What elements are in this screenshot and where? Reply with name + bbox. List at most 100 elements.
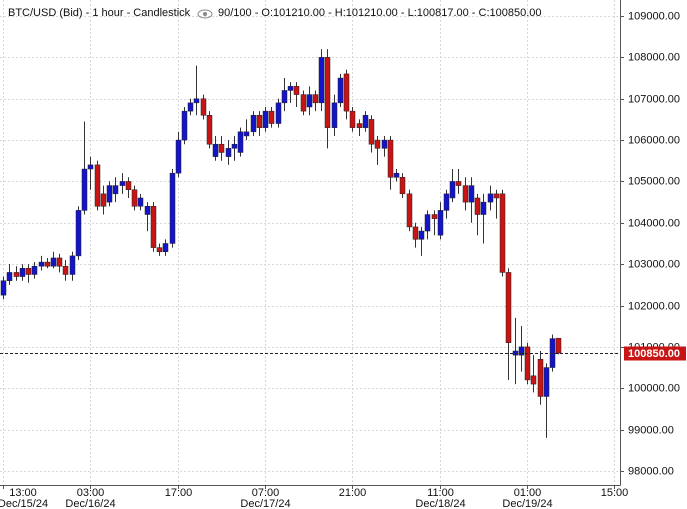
- candle-body: [100, 193, 107, 207]
- candle-body: [44, 261, 51, 267]
- candle-body: [137, 197, 144, 207]
- eye-icon[interactable]: [197, 9, 213, 19]
- candle-body: [187, 102, 194, 112]
- x-tick-label: 11:00: [427, 487, 454, 499]
- x-tick-label: 15:00: [601, 487, 629, 499]
- candle-body: [169, 172, 176, 244]
- candle-body: [212, 143, 219, 157]
- candle-body: [537, 359, 544, 397]
- y-tick-label: 107000.00: [628, 93, 680, 105]
- candle-body: [337, 77, 344, 104]
- candle-body: [424, 214, 431, 232]
- candle-body: [399, 177, 406, 195]
- x-tick-label: 13:00: [9, 487, 37, 499]
- candle-body: [81, 168, 88, 211]
- candle-body: [237, 131, 244, 153]
- candle-body: [437, 210, 444, 236]
- candle-body: [94, 164, 101, 207]
- candle-body: [462, 185, 469, 203]
- candle-body: [349, 110, 356, 128]
- candle-body: [393, 172, 400, 178]
- x-tick-label: 01:00: [514, 487, 542, 499]
- axes: 98000.0099000.00100000.00101000.00102000…: [0, 10, 686, 509]
- candle-body: [412, 226, 419, 240]
- candle-body: [324, 57, 331, 128]
- candle-body: [287, 86, 294, 91]
- candle-body: [13, 272, 20, 277]
- candle-body: [56, 257, 63, 267]
- candle-body: [119, 181, 126, 186]
- candles: [0, 49, 562, 438]
- candle-body: [362, 115, 369, 128]
- candle-body: [0, 280, 7, 296]
- candle-body: [418, 230, 425, 240]
- candle-body: [281, 90, 288, 104]
- candle-body: [193, 98, 200, 104]
- candle-body: [300, 94, 307, 112]
- candle-body: [69, 255, 76, 275]
- x-tick-date: Dec/18/24: [415, 498, 465, 509]
- candle-body: [268, 110, 275, 124]
- candle-body: [75, 210, 82, 257]
- y-tick-label: 99000.00: [628, 424, 674, 436]
- candle-body: [262, 110, 269, 128]
- y-tick-label: 98000.00: [628, 465, 674, 477]
- y-tick-label: 104000.00: [628, 217, 680, 229]
- y-tick-label: 105000.00: [628, 175, 680, 187]
- candle-body: [218, 143, 225, 153]
- candle-body: [381, 139, 388, 149]
- candle-body: [181, 110, 188, 141]
- candle-body: [150, 206, 157, 248]
- candle-body: [468, 185, 475, 203]
- candle-body: [443, 193, 450, 211]
- last-price-box: [624, 346, 686, 361]
- candle-body: [38, 261, 45, 267]
- y-tick-label: 102000.00: [628, 300, 680, 312]
- candle-body: [406, 193, 413, 228]
- candle-body: [455, 181, 462, 186]
- candle-body: [243, 131, 250, 137]
- x-tick-label: 17:00: [165, 487, 193, 499]
- candle-body: [112, 185, 119, 195]
- candle-body: [318, 57, 325, 104]
- candle-body: [293, 86, 300, 95]
- candle-body: [225, 148, 232, 157]
- candle-body: [162, 243, 169, 252]
- x-tick-label: 07:00: [252, 487, 280, 499]
- ohlc-info: 90/100 - O:101210.00 - H:101210.00 - L:1…: [218, 7, 542, 19]
- candle-body: [518, 346, 525, 356]
- candle-body: [505, 272, 512, 343]
- x-tick-date: Dec/19/24: [502, 498, 552, 509]
- candle-body: [125, 181, 132, 190]
- candle-body: [87, 164, 94, 170]
- candle-body: [524, 346, 531, 381]
- candle-body: [144, 206, 151, 215]
- x-tick-date: Dec/16/24: [65, 498, 115, 509]
- candle-body: [474, 197, 481, 215]
- candle-body: [306, 94, 313, 108]
- candle-body: [19, 268, 26, 277]
- x-tick-label: 03:00: [77, 487, 105, 499]
- candle-body: [331, 102, 338, 128]
- x-tick-date: Dec/17/24: [240, 498, 290, 509]
- candle-body: [480, 201, 487, 215]
- candle-body: [275, 102, 282, 124]
- candle-body: [431, 214, 438, 219]
- candle-body: [231, 143, 238, 149]
- candle-body: [50, 257, 57, 267]
- candle-body: [312, 94, 319, 104]
- candle-body: [499, 193, 506, 273]
- y-tick-label: 109000.00: [628, 10, 680, 22]
- candle-body: [131, 189, 138, 207]
- candle-body: [368, 119, 375, 145]
- chart-title: BTC/USD (Bid) - 1 hour - Candlestick: [8, 7, 191, 19]
- candle-body: [106, 185, 113, 203]
- candle-body: [31, 265, 38, 275]
- candle-body: [356, 123, 363, 128]
- candle-body: [62, 265, 69, 275]
- candle-body: [175, 139, 182, 174]
- y-tick-label: 106000.00: [628, 134, 680, 146]
- y-tick-label: 103000.00: [628, 258, 680, 270]
- candle-body: [200, 98, 207, 116]
- candle-body: [555, 337, 562, 354]
